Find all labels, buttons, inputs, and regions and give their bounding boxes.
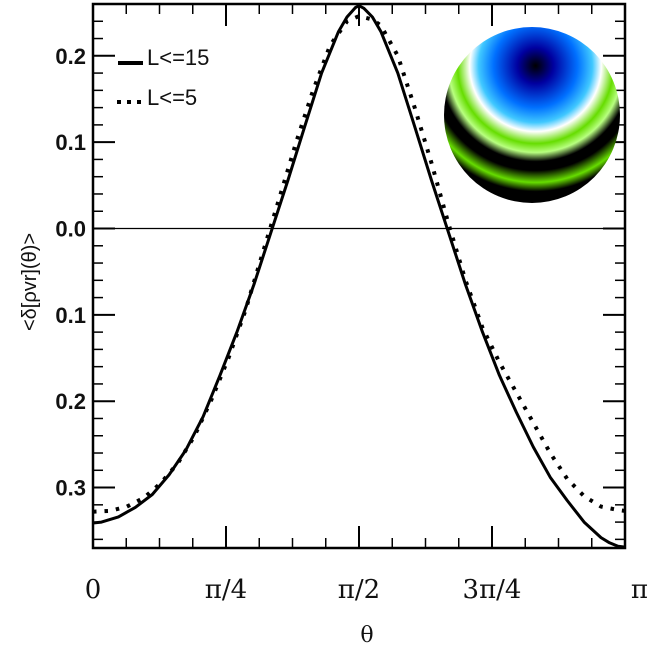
x-tick-label: π/2 [338,575,380,605]
legend: L<=15 L<=5 [117,45,209,110]
legend-swatch-dotted [117,100,141,104]
x-tick-label: π [631,575,648,605]
x-axis-label: θ [360,623,373,648]
y-tick-label: 0.1 [55,130,86,155]
x-tick-label: π/4 [205,575,247,605]
y-tick-label: 0.3 [55,476,86,501]
y-tick-label: 0.1 [55,303,86,328]
sphere-inset [444,27,620,203]
x-tick-label: 3π/4 [463,575,522,605]
series-group [92,4,626,549]
series-line-l15 [92,4,626,549]
legend-label-l15: L<=15 [147,45,209,70]
y-tick-labels: 0.2 0.1 0.0 0.1 0.2 0.3 [55,44,86,501]
x-tick-labels: 0 π/4 π/2 3π/4 π [85,575,648,605]
y-tick-label: 0.2 [55,389,86,414]
series-line-l5 [92,14,626,514]
x-tick-label: 0 [85,575,102,605]
y-tick-label: 0.0 [55,217,86,242]
axis-ticks [92,3,626,548]
legend-label-l5: L<=5 [147,85,197,110]
y-tick-label: 0.2 [55,44,86,69]
y-axis-label: <δ[ρvr](θ)> [19,233,41,331]
